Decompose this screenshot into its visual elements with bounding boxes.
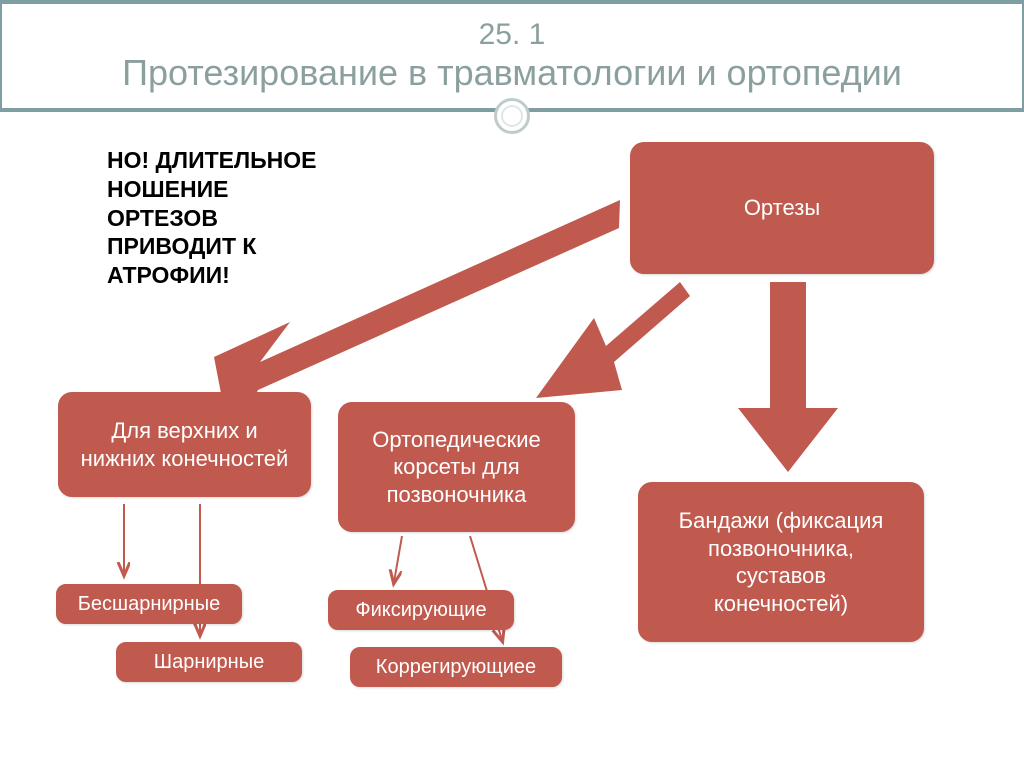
slide-number: 25. 1	[479, 18, 546, 52]
node-hingeless: Бесшарнирные	[56, 584, 242, 624]
block-arrow-orthoses-bandages	[738, 282, 838, 472]
slide-header: 25. 1 Протезирование в травматологии и о…	[0, 0, 1024, 112]
slide-title: Протезирование в травматологии и ортопед…	[122, 52, 902, 94]
node-limbs: Для верхних и нижних конечностей	[58, 392, 311, 497]
block-arrow-orthoses-corsets	[536, 282, 690, 398]
node-corsets: Ортопедические корсеты для позвоночника	[338, 402, 575, 532]
node-orthoses: Ортезы	[630, 142, 934, 274]
node-fixating: Фиксирующие	[328, 590, 514, 630]
node-bandages: Бандажи (фиксация позвоночника, суставов…	[638, 482, 924, 642]
node-hinged: Шарнирные	[116, 642, 302, 682]
warning-note: НО! ДЛИТЕЛЬНОЕ НОШЕНИЕ ОРТЕЗОВ ПРИВОДИТ …	[107, 146, 357, 290]
thin-arrow-corsets-fixating	[394, 536, 402, 582]
node-correcting: Коррегирующиее	[350, 647, 562, 687]
diagram-canvas: НО! ДЛИТЕЛЬНОЕ НОШЕНИЕ ОРТЕЗОВ ПРИВОДИТ …	[0, 112, 1024, 767]
